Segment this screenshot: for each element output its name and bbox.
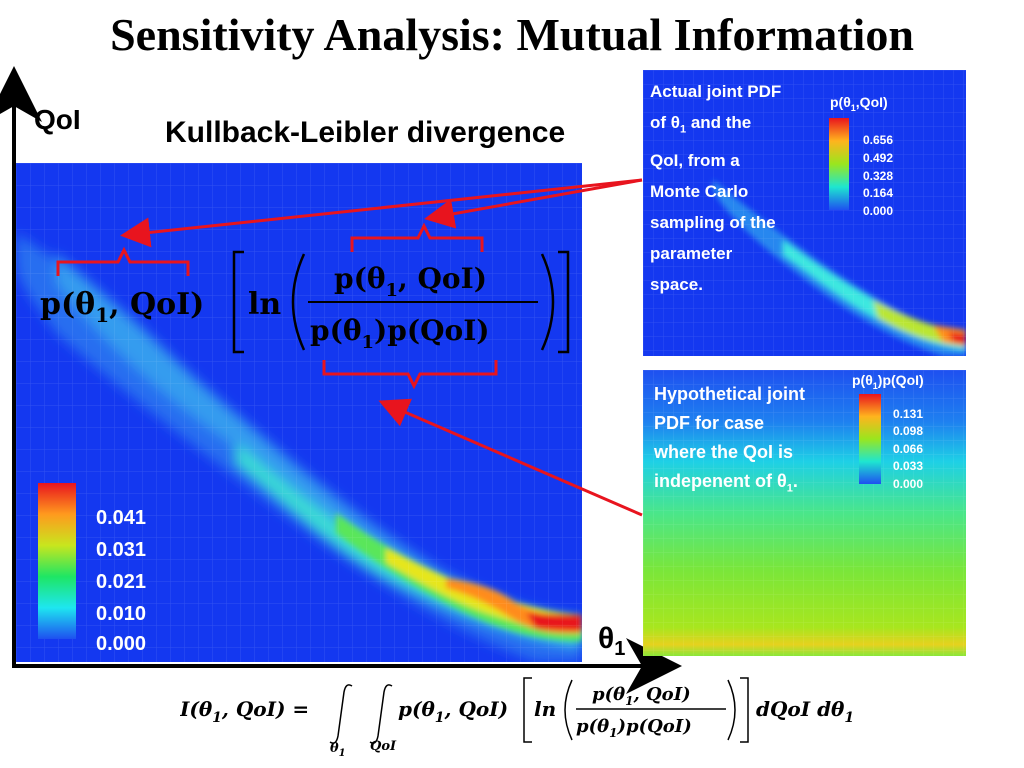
kl-colorbar-tick: 0.031 (96, 539, 146, 561)
kl-colorbar-tick: 0.021 (96, 571, 146, 593)
joint-pdf-legend-title: p(θ1,QoI) (830, 94, 888, 113)
svg-text:QoI: QoI (370, 739, 397, 754)
independent-pdf-colorbar-tick: 0.033 (893, 459, 923, 473)
kl-colorbar-tick: 0.000 (96, 633, 146, 655)
svg-text:ln: ln (534, 697, 556, 721)
svg-text:I(θ1, QoI) =: I(θ1, QoI) = (180, 697, 309, 726)
independent-pdf-colorbar (859, 394, 881, 484)
svg-text:p(θ1, QoI): p(θ1, QoI) (592, 684, 691, 708)
svg-text:p(θ1, QoI): p(θ1, QoI) (334, 262, 487, 301)
independent-pdf-colorbar-tick: 0.131 (893, 407, 923, 421)
joint-pdf-colorbar-tick: 0.492 (863, 151, 893, 165)
kl-integrand-formula: p(θ1, QoI) ln p(θ1, QoI) p(θ1)p(QoI) (40, 250, 570, 354)
joint-pdf-colorbar (829, 118, 849, 210)
kl-colorbar-tick: 0.041 (96, 507, 146, 529)
independent-pdf-panel: 0.131 0.098 0.066 0.033 0.000 (643, 370, 966, 656)
kl-divergence-label: Kullback-Leibler divergence (165, 116, 566, 149)
svg-text:ln: ln (248, 287, 281, 322)
kl-colorbar (38, 483, 76, 639)
kl-divergence-contour-plot: 0.041 0.031 0.021 0.010 0.000 (16, 163, 582, 662)
svg-text:p(θ1)p(QoI): p(θ1)p(QoI) (310, 314, 490, 353)
svg-text:p(θ1, QoI): p(θ1, QoI) (40, 287, 204, 327)
kl-colorbar-tick: 0.010 (96, 603, 146, 625)
independent-pdf-description: Hypothetical joint PDF for case where th… (654, 384, 806, 495)
independent-pdf-colorbar-tick: 0.098 (893, 424, 923, 438)
joint-pdf-description: Actual joint PDF of θ1 and the QoI, from… (650, 82, 782, 295)
svg-text:p(θ1, QoI): p(θ1, QoI) (398, 697, 508, 726)
svg-text:dQoI dθ1: dQoI dθ1 (756, 697, 854, 726)
x-axis-label: θ1 (598, 622, 626, 660)
y-axis-label: QoI (34, 104, 81, 135)
joint-pdf-panel: 0.656 0.492 0.328 0.164 0.000 (643, 70, 966, 356)
independent-pdf-colorbar-tick: 0.066 (893, 442, 923, 456)
page-title: Sensitivity Analysis: Mutual Information (110, 9, 914, 60)
joint-pdf-colorbar-tick: 0.328 (863, 169, 893, 183)
independent-pdf-colorbar-tick: 0.000 (893, 477, 923, 491)
svg-text:θ1: θ1 (330, 741, 346, 758)
joint-pdf-colorbar-tick: 0.164 (863, 186, 893, 200)
mutual-information-formula: I(θ1, QoI) = θ1 QoI p(θ1, QoI) ln p(θ1, … (180, 677, 854, 758)
joint-pdf-colorbar-tick: 0.000 (863, 204, 893, 218)
joint-pdf-colorbar-tick: 0.656 (863, 133, 893, 147)
independent-pdf-legend-title: p(θ1)p(QoI) (852, 372, 924, 391)
svg-text:p(θ1)p(QoI): p(θ1)p(QoI) (576, 716, 692, 740)
